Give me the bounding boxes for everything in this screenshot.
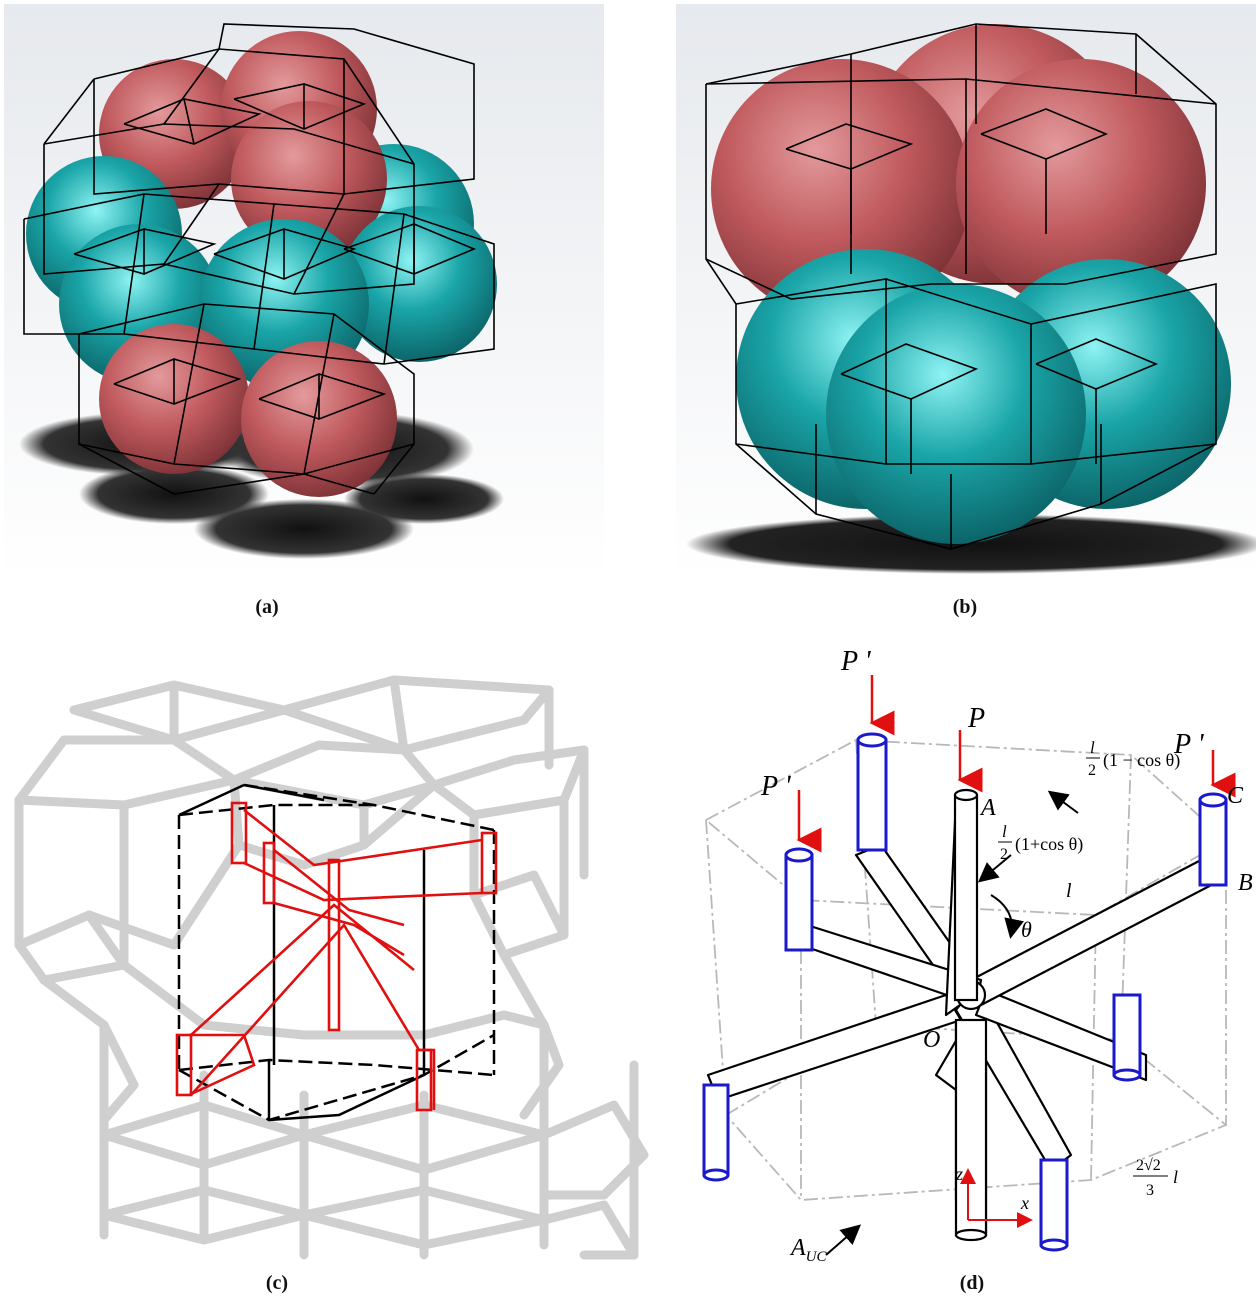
wireframe-b (705, 23, 1217, 550)
panel-a (4, 4, 604, 579)
panel-b-render (676, 4, 1256, 579)
caption-a: (a) (255, 596, 279, 618)
formula-minus-num: l (1090, 738, 1095, 757)
load-arrows (796, 675, 1236, 853)
lattice-gray (14, 675, 649, 1260)
panel-c (4, 635, 664, 1265)
formula-plus-num: l (1002, 822, 1007, 841)
formula-plus-den: 2 (1000, 846, 1008, 863)
label-C: C (1227, 783, 1244, 809)
spheres-a (26, 31, 497, 497)
unit-cell-red (175, 801, 498, 1112)
cyl-A (953, 788, 979, 1002)
label-P-prime-3: P ' (760, 771, 792, 802)
axes (960, 1168, 1033, 1228)
label-P: P (967, 703, 985, 734)
formula-dim: 2√2 3 l (1133, 1157, 1178, 1199)
formula-minus-den: 2 (1088, 762, 1096, 779)
formula-dim-den: 3 (1146, 1182, 1154, 1199)
label-A: A (979, 795, 996, 821)
label-theta: θ (1021, 917, 1032, 942)
label-x: x (1020, 1193, 1029, 1213)
panel-d-render: P ' P P ' P ' A C B O θ l z x AUC l 2 (1… (702, 646, 1253, 1265)
formula-dim-num: 2√2 (1136, 1157, 1161, 1174)
caption-d: (d) (959, 1272, 985, 1294)
panel-b (676, 4, 1256, 579)
shadow-b (686, 514, 1256, 574)
label-Auc-sub: UC (806, 1249, 828, 1265)
cyl-bottom (954, 1018, 988, 1242)
labels-d: P ' P P ' P ' A C B O θ l z x AUC (760, 646, 1253, 1265)
label-z: z (955, 1164, 963, 1184)
annot-arrows (825, 790, 1079, 1256)
formula-half-minus: l 2 (1 − cos θ) (1086, 738, 1180, 779)
blue-cylinders (702, 732, 1228, 1252)
panel-c-render (14, 675, 649, 1260)
label-Auc: AUC (789, 1235, 828, 1265)
caption-c: (c) (265, 1272, 289, 1294)
label-P-prime-2: P ' (1173, 729, 1205, 760)
wireframe-a (23, 23, 495, 495)
formula-plus-expr: (1+cos θ) (1015, 834, 1083, 855)
label-l: l (1066, 880, 1072, 902)
label-O: O (923, 1027, 940, 1053)
formula-minus-expr: (1 − cos θ) (1103, 750, 1180, 771)
unit-cell-black (177, 783, 496, 1122)
panel-a-render (4, 4, 604, 579)
formula-half-plus: l 2 (1+cos θ) (998, 822, 1083, 863)
struts (706, 798, 1223, 1237)
formula-dim-var: l (1173, 1167, 1178, 1187)
label-B: B (1238, 870, 1253, 896)
caption-b: (b) (952, 596, 978, 618)
panel-d: P ' P P ' P ' A C B O θ l z x AUC l 2 (1… (676, 635, 1256, 1265)
label-P-prime-1: P ' (840, 646, 872, 677)
